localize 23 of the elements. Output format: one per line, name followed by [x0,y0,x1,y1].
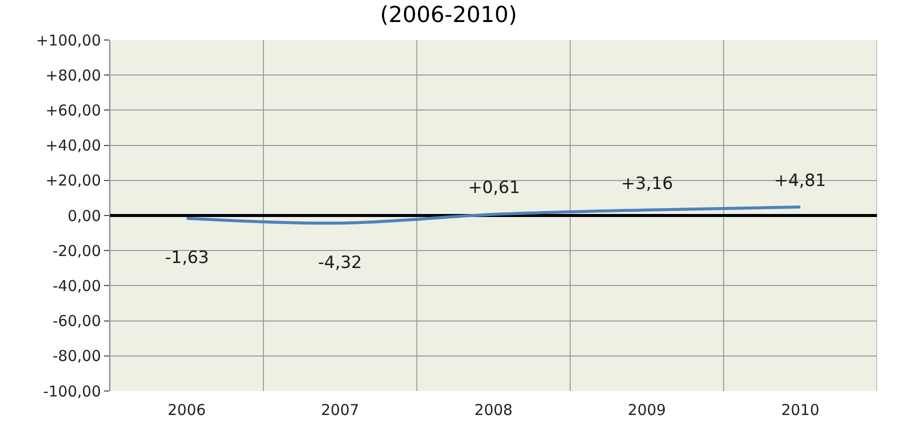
data-label: -1,63 [165,248,209,268]
x-tick-label: 2008 [474,401,513,419]
y-tick-label: -20,00 [52,242,101,260]
y-tick-label: +80,00 [45,66,101,84]
y-tick-label: -40,00 [52,276,101,295]
y-tick-label: 0,00 [68,206,101,225]
x-tick-label: 2006 [168,401,206,419]
y-tick-label: +60,00 [45,101,101,120]
x-tick-label: 2009 [628,401,666,419]
y-tick-label: +40,00 [45,136,101,155]
y-tick-label: -60,00 [52,312,101,330]
data-label: +3,16 [621,174,674,194]
y-tick-label: +20,00 [45,172,101,190]
data-label: +4,81 [774,171,826,191]
x-tick-label: 2007 [321,401,360,419]
data-label: -4,32 [318,253,362,273]
y-tick-label: -80,00 [52,347,101,366]
data-label: +0,61 [468,178,520,198]
y-tick-label: +100,00 [36,31,101,50]
y-tick-label: -100,00 [43,382,101,400]
chart-title: (2006-2010) [380,3,518,28]
line-series [185,206,802,225]
x-tick-label: 2010 [781,401,820,419]
